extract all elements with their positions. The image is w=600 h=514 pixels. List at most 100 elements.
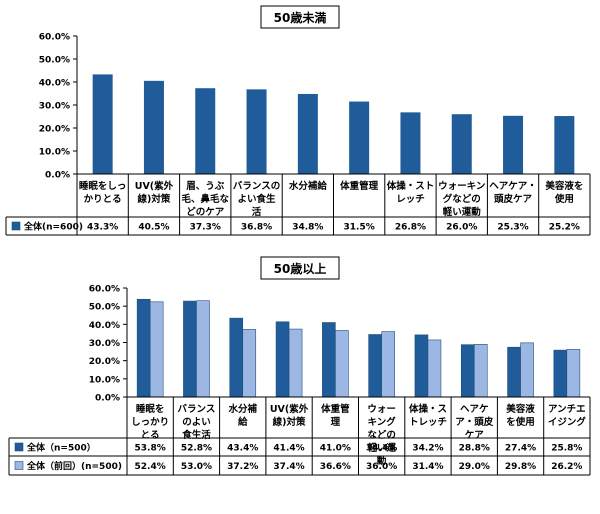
- category-label: とる: [141, 430, 160, 441]
- category-label: バランス: [178, 403, 216, 415]
- data-label: 36.0%: [366, 462, 397, 472]
- bar: [297, 93, 318, 174]
- legend-key: [11, 221, 21, 231]
- category-label: などの: [367, 429, 396, 441]
- bar: [242, 329, 257, 398]
- category-label: 使用: [554, 193, 574, 205]
- data-label: 36.6%: [320, 462, 351, 472]
- bar: [143, 80, 164, 174]
- bar: [275, 321, 290, 398]
- chart-title-box: [260, 256, 340, 280]
- y-tick-label: 60.0%: [89, 285, 120, 295]
- category-label: 給: [238, 416, 248, 428]
- data-label: 36.8%: [241, 223, 272, 233]
- data-label: 53.0%: [181, 462, 212, 472]
- y-tick-label: 40.0%: [89, 321, 120, 331]
- bar: [195, 88, 216, 174]
- category-label: ウォー: [367, 404, 396, 415]
- y-tick-label: 20.0%: [89, 357, 120, 367]
- category-label: かりとる: [84, 194, 122, 205]
- data-label: 29.8%: [505, 462, 536, 472]
- category-label: 水分補給: [289, 180, 328, 192]
- category-label: 毛、鼻毛な: [181, 193, 229, 205]
- bar: [149, 301, 164, 398]
- category-label: 体重管理: [340, 180, 379, 192]
- category-label: どのケア: [186, 206, 225, 218]
- bar: [400, 112, 421, 174]
- data-label: 34.4%: [366, 444, 397, 454]
- bar: [368, 334, 382, 398]
- bar: [473, 344, 488, 398]
- bar: [322, 322, 336, 398]
- category-label: 体操・スト: [387, 180, 435, 192]
- bar: [414, 334, 429, 398]
- category-label: 活: [252, 206, 262, 218]
- category-label: アンチエ: [548, 404, 586, 415]
- bar: [288, 328, 303, 398]
- data-label: 27.4%: [505, 444, 536, 454]
- data-label: 43.4%: [227, 444, 258, 454]
- data-label: 52.4%: [135, 462, 166, 472]
- y-tick-label: 10.0%: [89, 375, 120, 385]
- data-label: 37.3%: [190, 223, 221, 233]
- category-label: 水分補: [228, 403, 257, 415]
- bar: [136, 298, 151, 398]
- category-label: 線)対策: [138, 193, 171, 205]
- category-label: UV(紫外: [270, 403, 309, 415]
- category-label: ウォーキン: [438, 181, 485, 192]
- legend-key: [14, 442, 24, 452]
- legend-label: 全体(n=600): [23, 221, 83, 233]
- data-label: 28.8%: [459, 444, 490, 454]
- data-label: 37.4%: [273, 462, 304, 472]
- data-label: 26.2%: [551, 462, 582, 472]
- data-label: 26.0%: [446, 223, 477, 233]
- y-tick-label: 0.0%: [95, 394, 120, 404]
- data-label: 25.2%: [549, 223, 580, 233]
- bar: [554, 116, 575, 174]
- category-label: 美容液: [505, 403, 535, 415]
- data-label: 53.8%: [135, 444, 166, 454]
- category-label: 線)対策: [273, 416, 306, 428]
- data-label: 31.4%: [412, 462, 443, 472]
- category-label: 体操・ス: [409, 403, 447, 415]
- bar: [92, 74, 113, 174]
- y-tick-label: 20.0%: [39, 125, 70, 135]
- y-tick-label: 60.0%: [39, 33, 70, 43]
- category-label: レッチ: [396, 194, 425, 205]
- legend-key: [14, 461, 24, 470]
- category-label: を使用: [506, 416, 535, 428]
- category-label: 軽い運: [367, 442, 396, 454]
- category-label: 体重管: [321, 403, 350, 415]
- y-tick-label: 30.0%: [89, 339, 120, 349]
- data-label: 40.5%: [138, 223, 169, 233]
- bar: [196, 300, 210, 398]
- bar: [553, 349, 568, 398]
- category-label: のよい: [182, 417, 211, 428]
- bar: [566, 349, 581, 398]
- category-label: UV(紫外: [135, 180, 174, 192]
- category-label: ケア: [465, 430, 485, 441]
- category-label: ア・頭皮: [455, 416, 494, 428]
- y-tick-label: 0.0%: [45, 171, 70, 181]
- bar: [335, 330, 349, 398]
- data-label: 34.2%: [412, 444, 443, 454]
- category-label: 頭皮ケア: [494, 193, 533, 205]
- category-label: キング: [368, 416, 397, 428]
- chart-1: 50歳未満 0.0% 10.0% 20.0% 30.0% 40.0% 50.0% 60.0% 睡…: [5, 5, 591, 236]
- bar: [520, 342, 534, 398]
- y-tick-label: 40.0%: [39, 79, 70, 89]
- bar: [349, 101, 370, 174]
- y-tick-label: 30.0%: [39, 102, 70, 112]
- chart-title: 50歳未満: [274, 10, 327, 25]
- category-label: バランスの: [233, 180, 280, 192]
- data-label: 26.8%: [395, 223, 426, 233]
- bar: [229, 317, 244, 398]
- category-label: トレッチ: [409, 417, 447, 428]
- chart-title-box: [260, 5, 340, 29]
- chart-2: 50歳以上 0.0% 10.0% 20.0% 30.0% 40.0% 50.0% 60.0% 睡…: [8, 256, 591, 476]
- y-tick-label: 10.0%: [39, 148, 70, 158]
- data-label: 41.4%: [273, 444, 304, 454]
- legend-label: 全体（前回）(n=500): [26, 460, 122, 472]
- category-label: 食生活: [181, 429, 211, 441]
- bar: [246, 89, 267, 174]
